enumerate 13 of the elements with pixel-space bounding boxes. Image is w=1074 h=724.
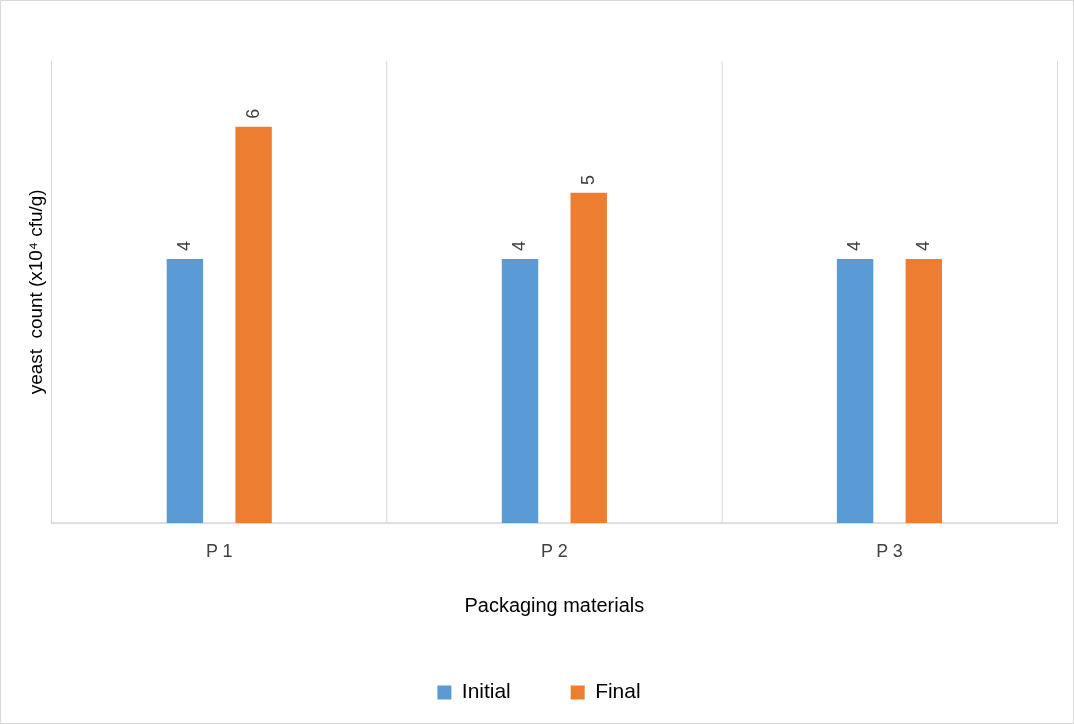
data-label: 4 (844, 240, 865, 251)
data-label: 5 (577, 174, 598, 185)
legend-label: Initial (461, 679, 511, 703)
data-label: 6 (242, 108, 263, 119)
x-tick-label: P 1 (205, 540, 233, 561)
y-axis-title: yeast count (x10⁴ cfu/g) (24, 189, 46, 395)
data-label: 4 (508, 240, 529, 251)
legend-label: Final (595, 679, 641, 703)
data-label: 4 (173, 240, 194, 251)
x-tick-label: P 3 (876, 540, 903, 561)
data-label: 4 (912, 240, 933, 251)
x-axis-title: Packaging materials (464, 593, 645, 616)
x-tick-label: P 2 (541, 540, 568, 561)
